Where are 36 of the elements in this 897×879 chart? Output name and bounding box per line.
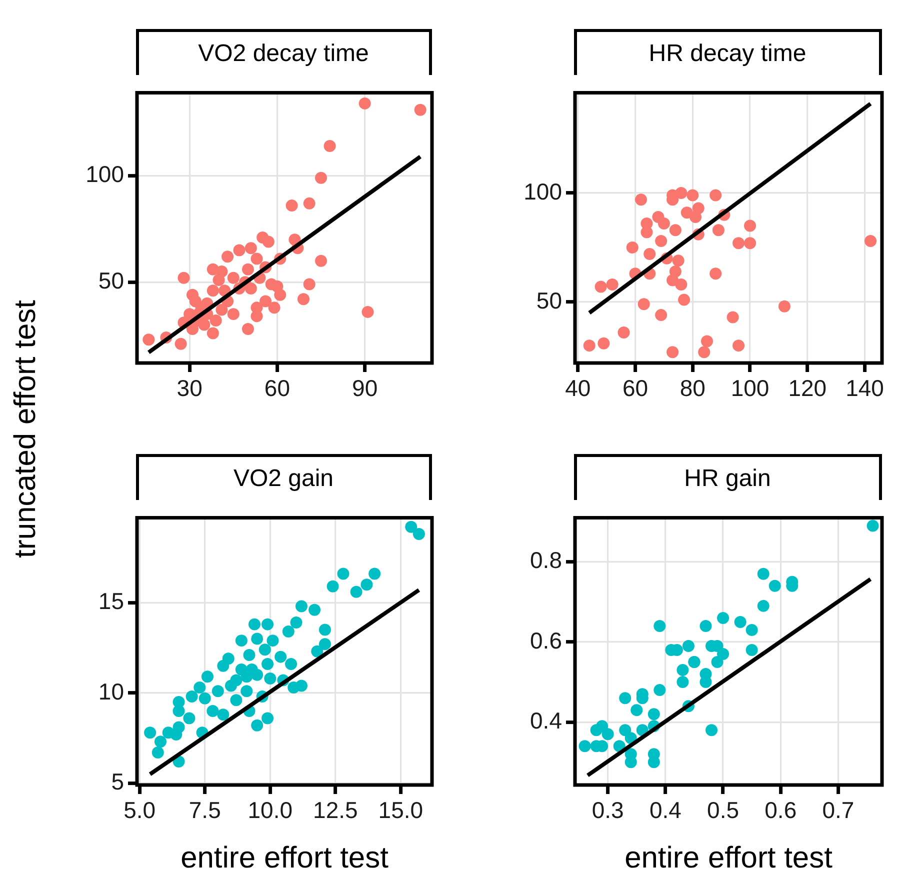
x-tick-label: 0.7 — [822, 797, 854, 824]
x-tick-label: 0.6 — [764, 797, 797, 824]
y-tick-label: 100 — [524, 178, 562, 204]
x-axis-title: entire effort test — [624, 841, 834, 874]
y-tick-label: 15 — [98, 588, 124, 614]
x-tick-label: 120 — [788, 375, 827, 402]
x-tick-label: 0.3 — [592, 797, 624, 824]
chart-title: HR decay time — [574, 29, 882, 75]
x-tick-label: 10.0 — [248, 797, 293, 824]
chart-title: VO2 decay time — [136, 29, 432, 75]
y-axis-title: truncated effort test — [9, 300, 43, 558]
y-tick-label: 10 — [98, 678, 124, 704]
x-tick-label: 0.4 — [649, 797, 682, 824]
x-tick-label: 30 — [176, 375, 202, 402]
y-tick-label: 5 — [111, 768, 124, 795]
y-tick-label: 0.8 — [530, 547, 562, 574]
y-tick-label: 100 — [86, 161, 124, 188]
y-tick-label: 0.6 — [530, 627, 562, 654]
x-tick-label: 0.5 — [707, 797, 740, 824]
x-tick-label: 60 — [622, 375, 648, 402]
x-tick-label: 60 — [264, 375, 290, 402]
x-tick-label: 90 — [352, 375, 378, 402]
y-tick-label: 50 — [536, 287, 562, 314]
x-tick-label: 7.5 — [188, 797, 221, 824]
x-tick-label: 15.0 — [378, 797, 424, 824]
chart-title: HR gain — [574, 454, 882, 500]
y-tick-label: 0.4 — [530, 707, 562, 734]
x-tick-label: 140 — [846, 375, 884, 402]
x-axis-title: entire effort test — [180, 841, 390, 874]
x-tick-label: 40 — [565, 375, 591, 402]
x-tick-label: 5.0 — [124, 797, 156, 824]
x-tick-label: 80 — [680, 375, 706, 402]
x-tick-label: 100 — [730, 375, 770, 402]
x-tick-label: 12.5 — [313, 797, 358, 824]
y-tick-label: 50 — [98, 267, 124, 294]
chart-title: VO2 gain — [136, 454, 432, 500]
